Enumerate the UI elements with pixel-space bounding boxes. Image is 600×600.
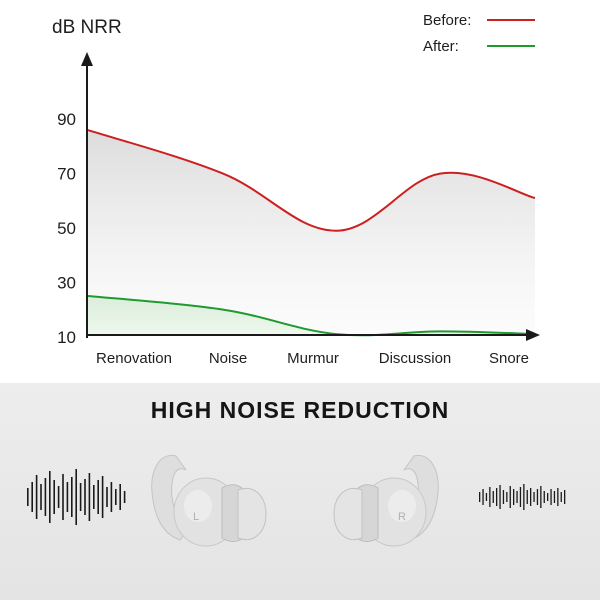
soundwave-bar [513, 489, 515, 505]
noise-chart: dB NRR 10 30 50 70 90 Renovation Noise Murmur D… [52, 12, 540, 367]
soundwave-bar [492, 491, 494, 503]
soundwave-bar [93, 485, 95, 509]
soundwave-bar [88, 473, 91, 521]
soundwave-bar [106, 487, 108, 507]
soundwave-bar [119, 484, 121, 510]
soundwave-bar [84, 479, 86, 515]
y-axis-arrow [81, 52, 93, 66]
soundwave-bar [499, 485, 501, 509]
soundwave-bar [533, 492, 535, 502]
soundwave-bar [79, 483, 82, 511]
chart-area: dB NRR 10 30 50 70 90 Renovation Noise Murmur D… [52, 12, 540, 367]
soundwave-bar [550, 489, 552, 505]
soundwave-bar [35, 475, 38, 519]
x-tick-label: Discussion [379, 350, 452, 367]
y-axis-title: dB NRR [52, 17, 122, 38]
soundwave-bar [516, 491, 518, 503]
soundwave-bar [31, 482, 33, 512]
soundwave-bar [44, 478, 47, 516]
y-tick-label: 50 [57, 219, 76, 238]
soundwave-bar [536, 489, 539, 505]
soundwave-bar [75, 469, 77, 525]
soundwave-bar [97, 480, 99, 514]
x-tick-label: Noise [209, 350, 247, 367]
soundwave-bar [564, 490, 566, 504]
x-tick-label: Renovation [96, 350, 172, 367]
soundwave-bar [526, 490, 528, 504]
soundwave-bar [53, 480, 55, 514]
soundwave-bar [509, 486, 511, 508]
soundwave-bar [49, 471, 51, 523]
soundwave-bar [547, 493, 549, 501]
soundwave-bar [123, 491, 126, 503]
earplug-left-letter: L [193, 511, 199, 523]
soundwave-bar [40, 484, 42, 510]
y-tick-label: 70 [57, 165, 76, 184]
loud-soundwave-icon [27, 469, 126, 525]
soundwave-bar [101, 476, 104, 518]
soundwave-bar [66, 482, 69, 512]
banner-headline: HIGH NOISE REDUCTION [150, 397, 450, 423]
legend-label-before: Before: [423, 12, 471, 29]
soundwave-bar [110, 482, 113, 512]
earplug-right-letter: R [398, 511, 406, 523]
quiet-soundwave-icon [479, 484, 566, 510]
earplug-left-icon: L [151, 454, 267, 547]
soundwave-bar [543, 491, 545, 503]
before-series-line [87, 129, 536, 232]
earplug-illustration: L R [27, 454, 566, 547]
y-tick-label: 30 [57, 273, 76, 292]
soundwave-bar [71, 477, 73, 517]
before-series-area [87, 130, 535, 335]
legend-label-after: After: [423, 38, 459, 55]
soundwave-bar [27, 488, 29, 506]
soundwave-bar [482, 489, 484, 505]
soundwave-bar [506, 492, 508, 502]
soundwave-bar [560, 492, 562, 502]
soundwave-bar [485, 493, 488, 501]
soundwave-bar [519, 487, 522, 507]
x-tick-label: Snore [489, 350, 529, 367]
soundwave-bar [57, 486, 60, 508]
earplug-right-icon: R [333, 454, 439, 547]
after-series-area [87, 296, 535, 336]
soundwave-bar [557, 488, 559, 506]
soundwave-bar [502, 490, 505, 504]
soundwave-bar [540, 486, 542, 508]
soundwave-bar [523, 484, 525, 510]
soundwave-bar [496, 488, 498, 506]
y-tick-label: 10 [57, 328, 76, 347]
soundwave-bar [530, 488, 532, 506]
y-tick-label: 90 [57, 110, 76, 129]
soundwave-bar [479, 492, 481, 502]
soundwave-bar [489, 487, 491, 507]
x-tick-label: Murmur [287, 350, 339, 367]
soundwave-bar [62, 474, 64, 520]
soundwave-bar [115, 489, 117, 505]
soundwave-bar [553, 491, 556, 503]
x-axis-arrow [526, 329, 540, 341]
